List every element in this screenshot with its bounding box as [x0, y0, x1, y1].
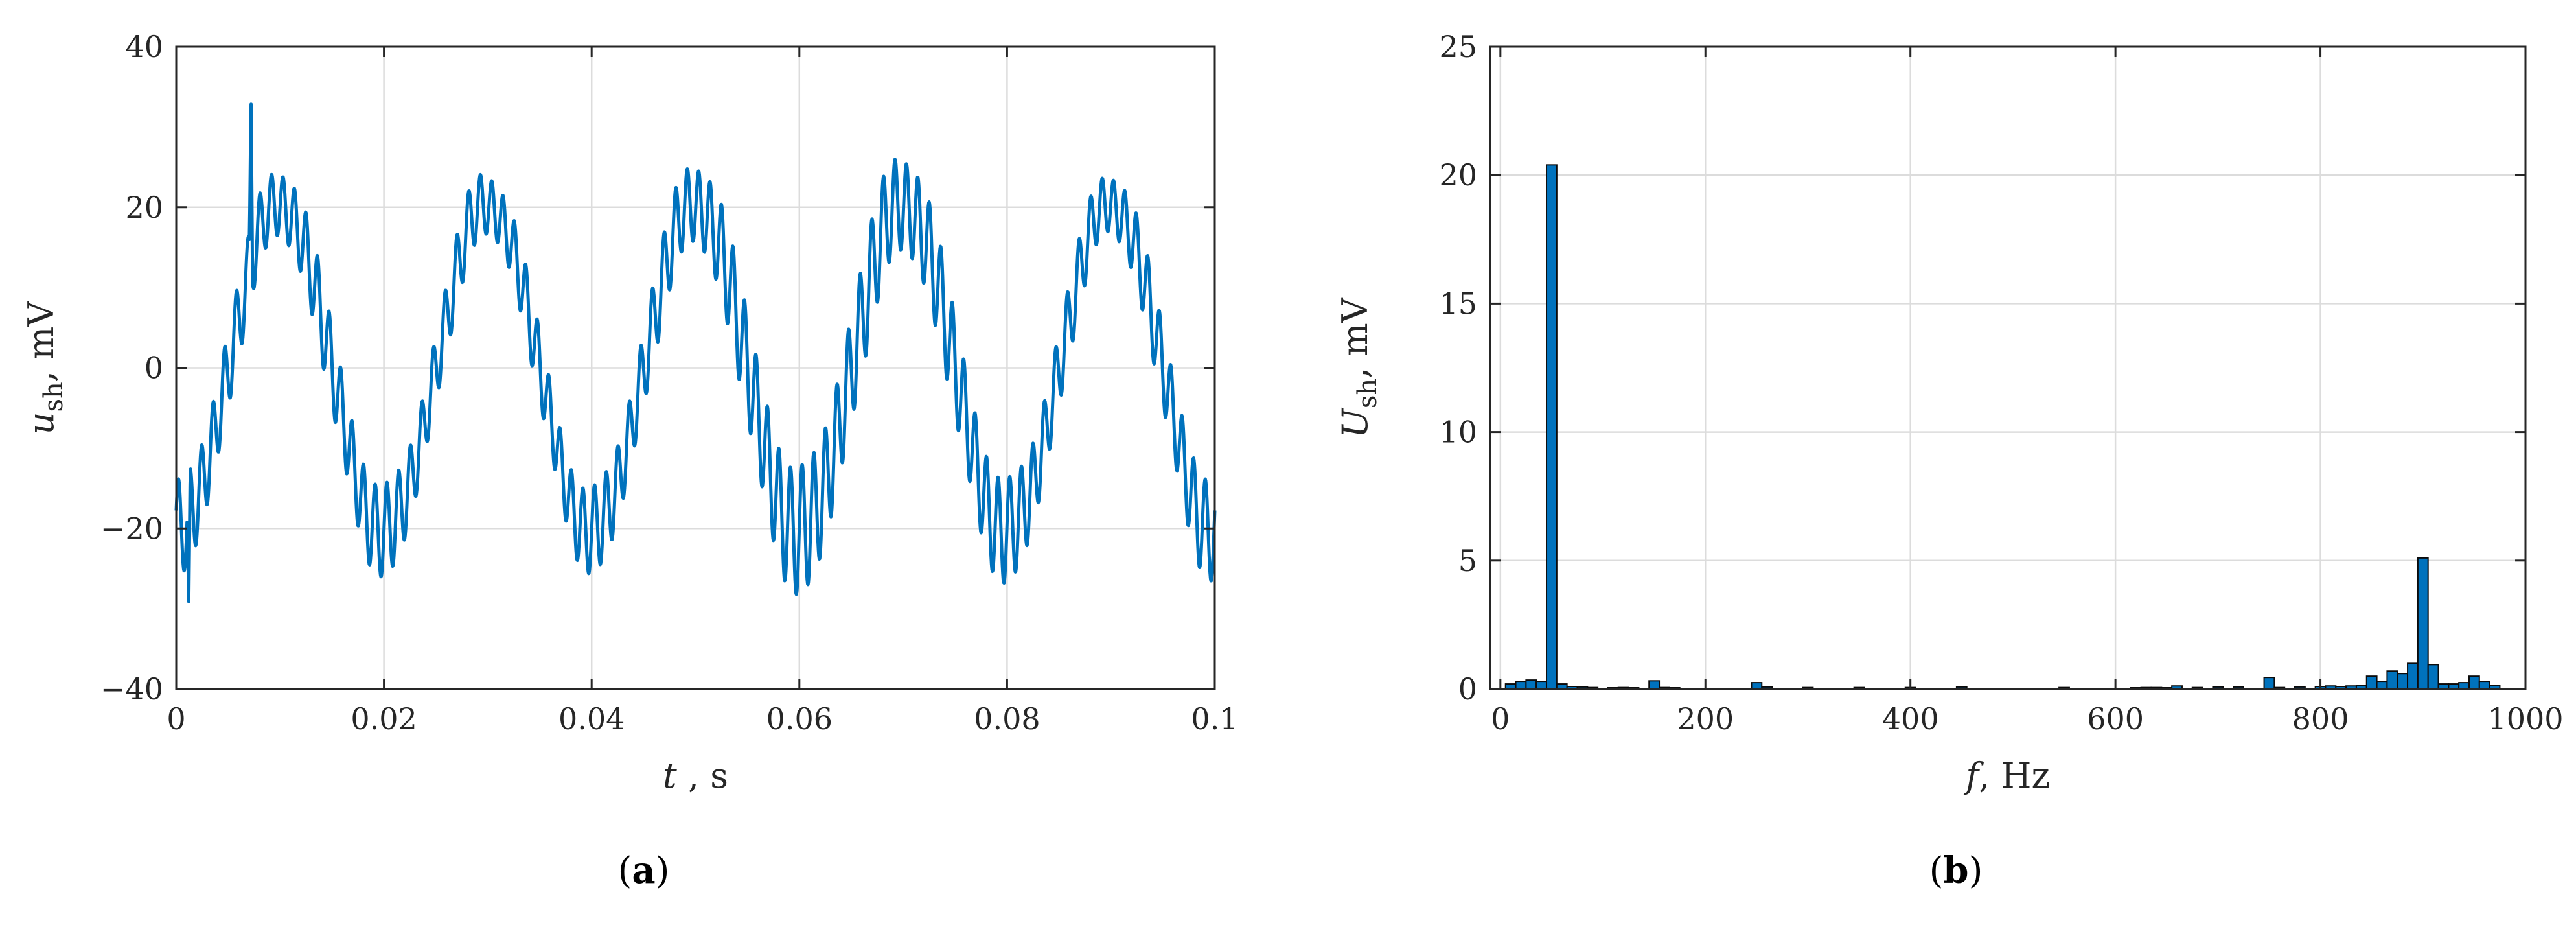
y-tick-label: 20 [1439, 158, 1477, 193]
chart-a-ylabel: ush, mV [21, 301, 69, 435]
chart-b-grid [1490, 45, 2527, 690]
chart-a-ylabel-sub: sh [39, 382, 69, 412]
x-tick-label: 0.04 [558, 701, 625, 736]
y-tick-label: 15 [1439, 286, 1477, 321]
chart-b: 0 200 400 600 800 1000 0 5 10 15 20 25 f, Hz Ush, m… [1335, 29, 2564, 892]
x-tick-label: 0.08 [974, 701, 1040, 736]
chart-a-ylabel-var: u [21, 412, 62, 435]
x-tick-label: 400 [1882, 701, 1939, 736]
y-tick-label: 20 [125, 190, 163, 225]
x-tick-label: 0.02 [351, 701, 417, 736]
chart-b-xlabel-unit: , Hz [1979, 755, 2050, 796]
x-tick-label: 600 [2087, 701, 2144, 736]
chart-b-ylabel-sub: sh [1353, 379, 1383, 408]
y-tick-label: −40 [100, 672, 163, 707]
panel-a-caption: (a) [617, 849, 669, 892]
x-tick-label: 800 [2292, 701, 2349, 736]
x-tick-label: 0.06 [766, 701, 833, 736]
chart-a-xlabel-unit: , s [677, 755, 728, 796]
chart-b-ticks: 0 200 400 600 800 1000 0 5 10 15 20 25 [1439, 29, 2563, 736]
spectrum-bar [1546, 164, 1558, 690]
chart-a-xlabel: t , s [663, 755, 728, 796]
x-tick-label: 0 [1491, 701, 1510, 736]
chart-b-frame [1489, 45, 2527, 690]
chart-a-series [174, 102, 1217, 603]
spectrum-bar [2427, 664, 2439, 690]
chart-a-ticks: 0 0.02 0.04 0.06 0.08 0.1 −40 −20 0 20 40 [100, 29, 1239, 736]
chart-a-ylabel-unit: , mV [21, 301, 62, 382]
spectrum-bar [2376, 681, 2388, 690]
y-tick-label: 40 [125, 29, 163, 64]
series-line-ush [174, 102, 1217, 603]
chart-b-bars [1504, 164, 2501, 690]
spectrum-bar [2417, 557, 2429, 690]
chart-b-ylabel: Ush, mV [1335, 297, 1383, 438]
spectrum-bar [2407, 662, 2419, 690]
panel-b-caption: (b) [1929, 849, 1983, 892]
spectrum-bar [2365, 675, 2378, 690]
y-tick-label: 10 [1439, 415, 1477, 450]
chart-b-xlabel: f, Hz [1963, 755, 2050, 796]
spectrum-bar [2397, 673, 2409, 690]
spectrum-bar [2263, 677, 2275, 690]
chart-b-ylabel-unit: , mV [1335, 297, 1375, 379]
spectrum-bar [1515, 681, 1527, 690]
x-tick-label: 1000 [2487, 701, 2563, 736]
spectrum-bar [2468, 675, 2480, 690]
x-tick-label: 0 [167, 701, 185, 736]
y-tick-label: 25 [1439, 29, 1477, 64]
y-tick-label: 0 [1458, 672, 1477, 707]
chart-a-xlabel-var: t [663, 755, 677, 796]
y-tick-label: −20 [100, 511, 163, 546]
spectrum-bar [2386, 670, 2398, 690]
x-tick-label: 0.1 [1191, 701, 1238, 736]
spectrum-bar [1525, 679, 1537, 690]
spectrum-bar [1535, 681, 1548, 690]
spectrum-bar [1648, 680, 1661, 690]
y-tick-label: 5 [1458, 543, 1477, 578]
spectrum-bar [2478, 681, 2490, 690]
chart-b-ylabel-var: U [1335, 408, 1375, 438]
chart-a: 0 0.02 0.04 0.06 0.08 0.1 −40 −20 0 20 40 t , s us… [21, 29, 1239, 892]
x-tick-label: 200 [1677, 701, 1734, 736]
y-tick-label: 0 [144, 351, 163, 386]
